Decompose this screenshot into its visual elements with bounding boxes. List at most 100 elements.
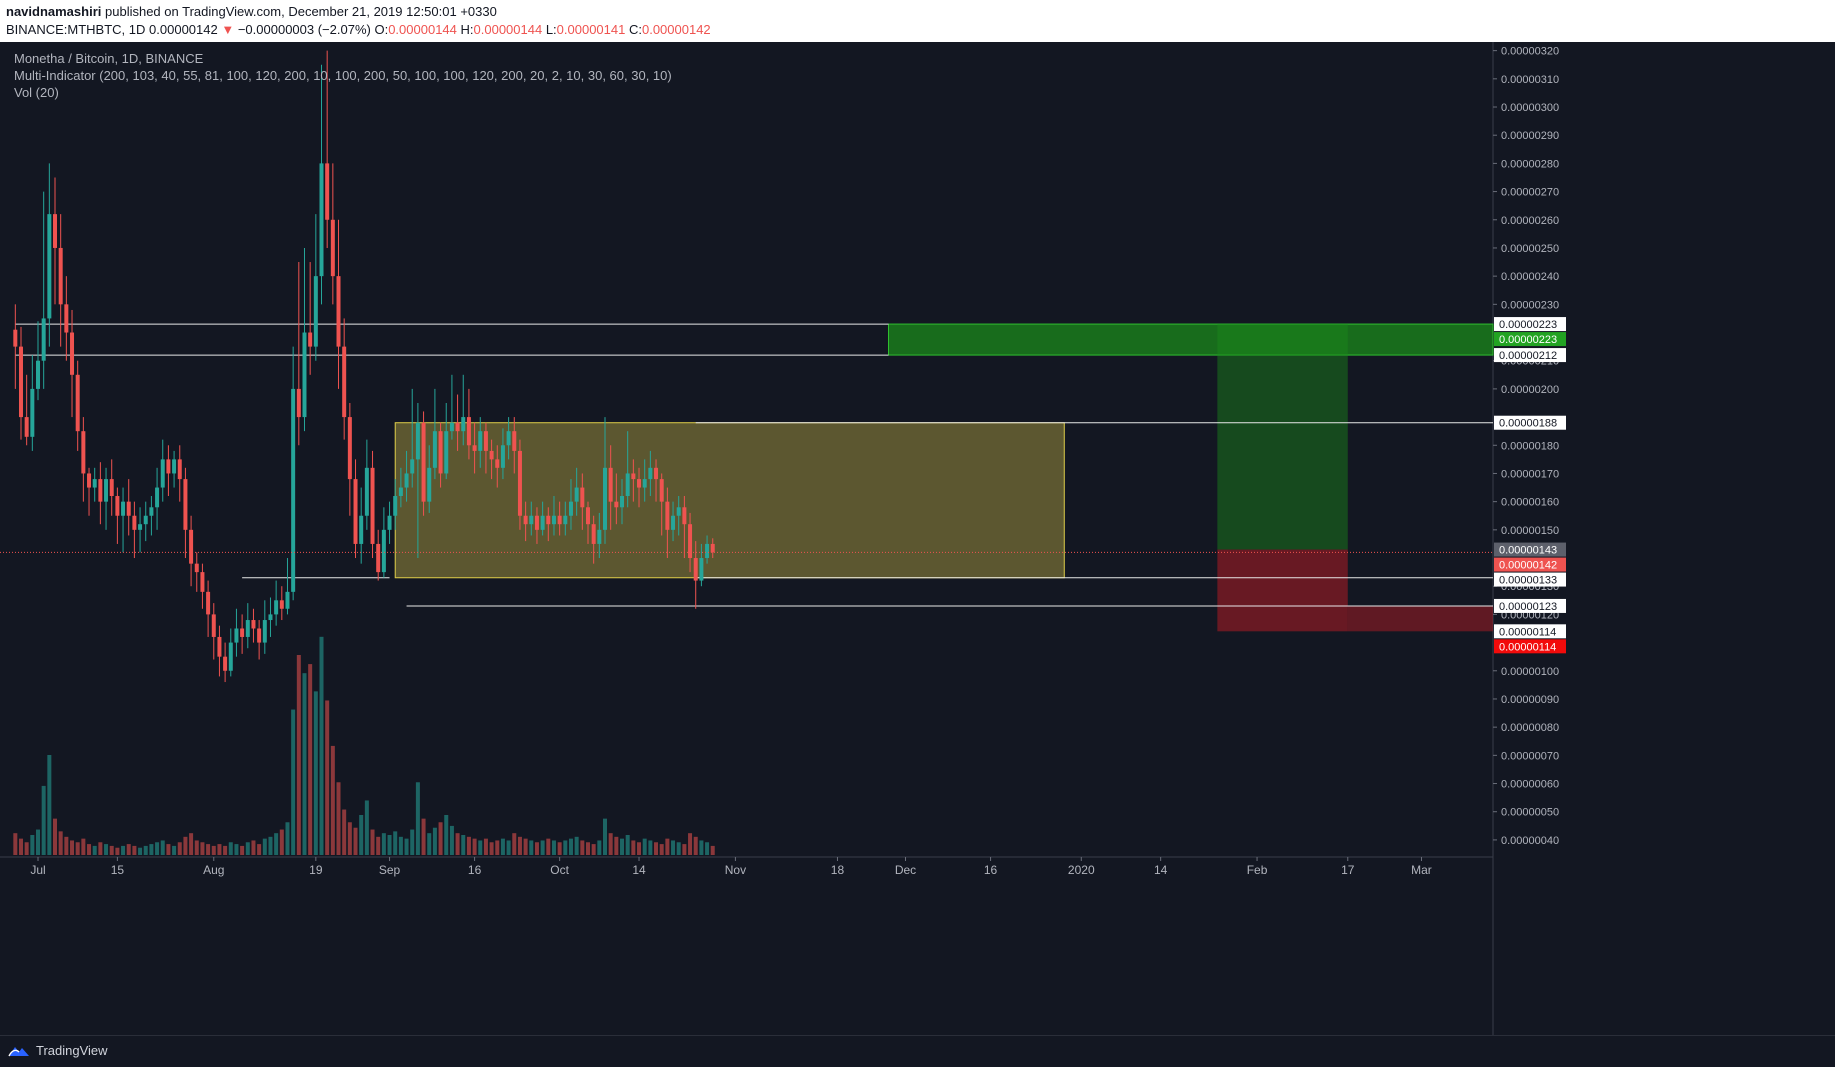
candle-body[interactable] [353, 479, 358, 544]
candle-body[interactable] [189, 529, 194, 564]
candle-body[interactable] [597, 529, 602, 544]
candle-body[interactable] [699, 558, 704, 581]
candle-body[interactable] [228, 642, 233, 671]
candle-body[interactable] [200, 572, 205, 592]
candle-body[interactable] [529, 515, 534, 525]
candle-body[interactable] [404, 473, 409, 488]
candle-body[interactable] [585, 507, 590, 525]
candle-body[interactable] [546, 515, 551, 525]
candle-body[interactable] [183, 479, 188, 530]
target-zone[interactable] [888, 323, 1494, 356]
candle-body[interactable] [359, 515, 364, 544]
candle-body[interactable] [580, 487, 585, 508]
candle-body[interactable] [166, 459, 171, 474]
long-position-loss[interactable] [1217, 549, 1348, 632]
candle-body[interactable] [172, 459, 177, 474]
candle-body[interactable] [18, 346, 23, 418]
candle-body[interactable] [143, 515, 148, 525]
candle-body[interactable] [257, 628, 262, 643]
candle-body[interactable] [24, 417, 29, 437]
candle-body[interactable] [415, 422, 420, 460]
candle-body[interactable] [370, 467, 375, 544]
candle-body[interactable] [631, 473, 636, 480]
candle-body[interactable] [563, 515, 568, 525]
candle-body[interactable] [376, 543, 381, 573]
range-box[interactable] [394, 422, 1065, 579]
candle-body[interactable] [688, 524, 693, 559]
candle-body[interactable] [432, 431, 437, 468]
candle-body[interactable] [251, 620, 256, 629]
candle-body[interactable] [682, 507, 687, 525]
candle-body[interactable] [30, 388, 35, 437]
candle-body[interactable] [47, 214, 52, 319]
candle-body[interactable] [194, 563, 199, 573]
candle-body[interactable] [665, 501, 670, 530]
chart-area[interactable]: 0.00000320 0.00000310 0.00000300 0.00000290… [0, 42, 1835, 1035]
candle-body[interactable] [336, 276, 341, 347]
candle-body[interactable] [313, 276, 318, 347]
candle-body[interactable] [223, 656, 228, 671]
candle-body[interactable] [177, 459, 182, 480]
candle-body[interactable] [234, 628, 239, 643]
candle-body[interactable] [620, 496, 625, 508]
candle-body[interactable] [285, 591, 290, 609]
legend-volume[interactable]: Vol (20) [14, 85, 59, 100]
candle-body[interactable] [70, 332, 75, 375]
candle-body[interactable] [308, 332, 313, 347]
candle-body[interactable] [279, 600, 284, 609]
candle-body[interactable] [676, 507, 681, 516]
candle-body[interactable] [92, 479, 97, 488]
candle-body[interactable] [109, 479, 114, 497]
candle-body[interactable] [444, 431, 449, 474]
candle-body[interactable] [625, 473, 630, 497]
candle-body[interactable] [302, 332, 307, 418]
candle-body[interactable] [512, 431, 517, 451]
candle-body[interactable] [648, 467, 653, 480]
candle-body[interactable] [693, 558, 698, 581]
stop-zone-extension[interactable] [1347, 605, 1493, 632]
candle-body[interactable] [659, 479, 664, 502]
price-chart[interactable]: 0.00000320 0.00000310 0.00000300 0.00000290… [0, 42, 1835, 1035]
candle-body[interactable] [540, 515, 545, 530]
candle-body[interactable] [268, 614, 273, 621]
candle-body[interactable] [410, 459, 415, 474]
candle-body[interactable] [654, 467, 659, 480]
candle-body[interactable] [75, 374, 80, 432]
candle-body[interactable] [381, 529, 386, 573]
candle-body[interactable] [500, 445, 505, 468]
candle-body[interactable] [41, 318, 46, 361]
candle-body[interactable] [155, 487, 160, 508]
author-name[interactable]: navidnamashiri [6, 4, 102, 19]
candle-body[interactable] [87, 473, 92, 488]
candle-body[interactable] [517, 450, 522, 516]
candle-body[interactable] [274, 600, 279, 615]
candle-body[interactable] [291, 388, 296, 592]
candle-body[interactable] [58, 247, 63, 305]
candle-body[interactable] [438, 431, 443, 474]
candle-body[interactable] [466, 417, 471, 446]
candle-body[interactable] [591, 524, 596, 544]
candle-body[interactable] [495, 459, 500, 468]
candle-body[interactable] [506, 431, 511, 446]
candle-body[interactable] [149, 507, 154, 516]
candle-body[interactable] [126, 501, 131, 516]
candle-body[interactable] [461, 417, 466, 432]
candle-body[interactable] [483, 431, 488, 451]
candle-body[interactable] [489, 450, 494, 460]
candle-body[interactable] [342, 346, 347, 418]
candle-body[interactable] [138, 524, 143, 530]
candle-body[interactable] [393, 496, 398, 516]
candle-body[interactable] [427, 467, 432, 502]
candle-body[interactable] [296, 388, 301, 418]
candle-body[interactable] [557, 515, 562, 525]
candle-body[interactable] [642, 479, 647, 488]
candle-body[interactable] [421, 422, 426, 502]
candle-body[interactable] [387, 515, 392, 530]
candle-body[interactable] [705, 543, 710, 559]
legend-title[interactable]: Monetha / Bitcoin, 1D, BINANCE [14, 51, 204, 66]
candle-body[interactable] [614, 501, 619, 508]
candle-body[interactable] [262, 620, 267, 643]
legend-indicator[interactable]: Multi-Indicator (200, 103, 40, 55, 81, 1… [14, 68, 672, 83]
long-position-profit[interactable] [1217, 324, 1348, 550]
candle-body[interactable] [160, 459, 165, 488]
